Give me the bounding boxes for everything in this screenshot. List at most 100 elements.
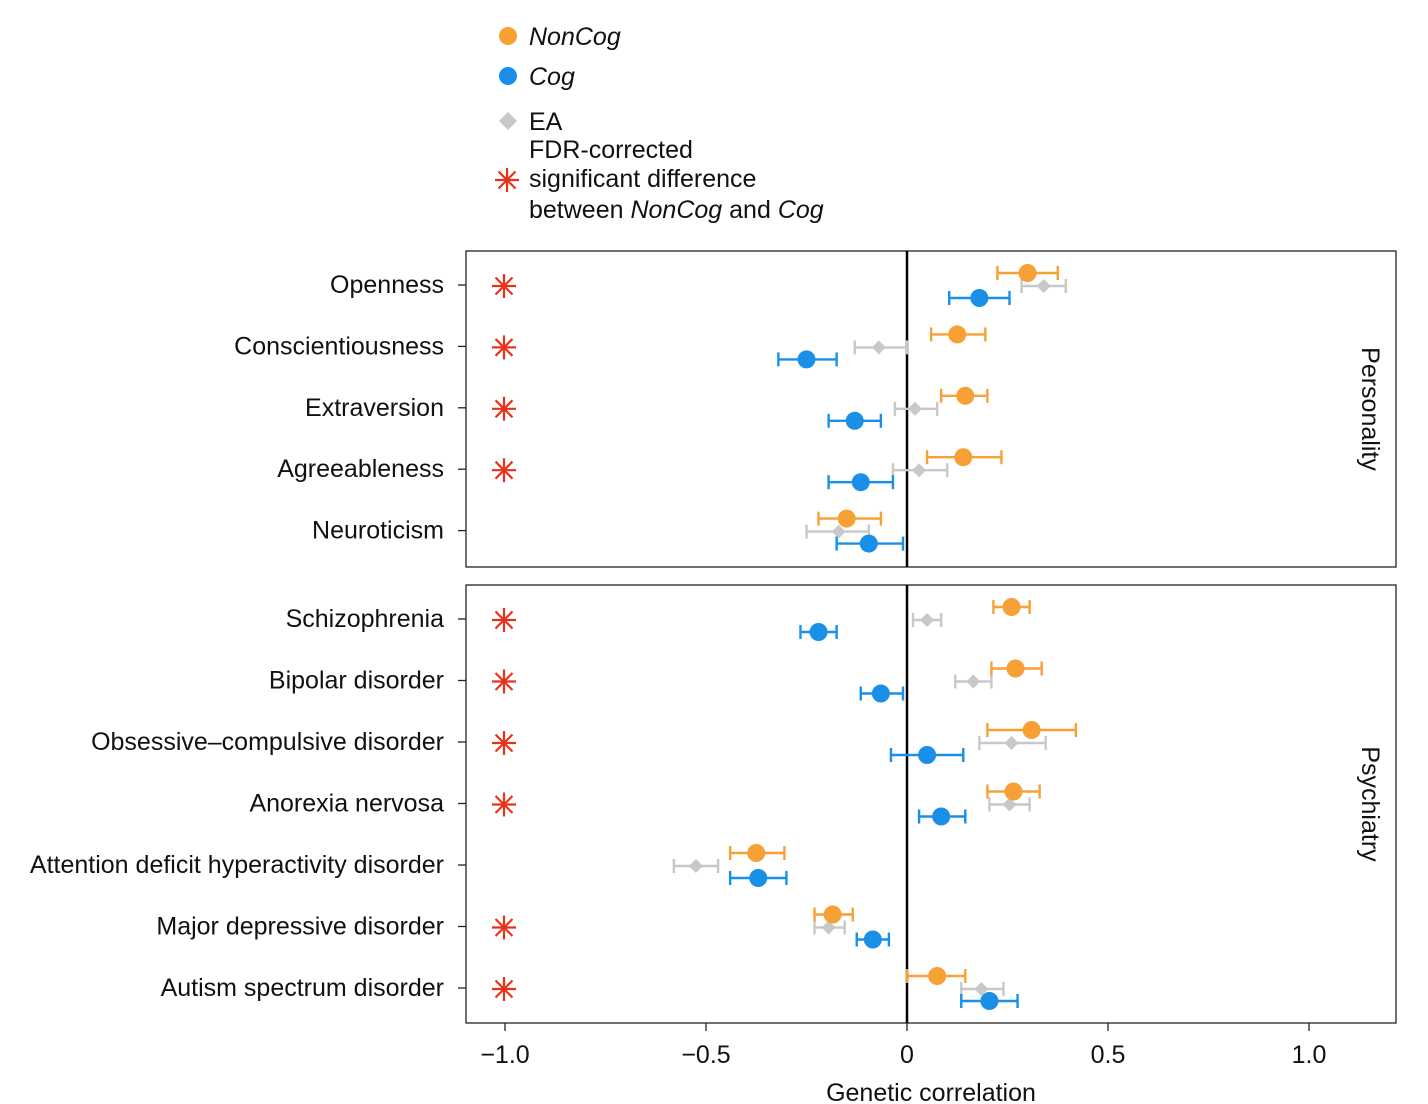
ea-estimate <box>911 613 943 627</box>
legend-significance-marker <box>495 168 519 192</box>
significance-asterisk <box>492 608 516 632</box>
legend-cog-label: Cog <box>529 63 575 91</box>
trait-row: Openness <box>330 264 1067 307</box>
panel-frame <box>465 250 1397 568</box>
significance-asterisk <box>492 792 516 817</box>
noncog-estimate <box>925 448 1003 467</box>
noncog-estimate <box>939 386 989 405</box>
significance-asterisk <box>492 458 516 483</box>
noncog-point <box>837 509 856 528</box>
x-axis: Genetic correlation −1.0 −0.5 0 0.5 1.0 <box>480 1023 1326 1104</box>
asterisk-stroke <box>494 918 514 937</box>
noncog-point <box>1006 659 1025 678</box>
panel-frame <box>465 584 1397 1024</box>
trait-label: Agreeableness <box>277 455 444 483</box>
trait-row: Attention deficit hyperactivity disorder <box>30 844 788 887</box>
ea-point <box>821 920 836 935</box>
trait-row: Major depressive disorder <box>156 905 891 949</box>
legend-cog-marker <box>499 67 517 85</box>
ea-estimate <box>805 524 871 539</box>
asterisk-stroke <box>497 170 517 190</box>
trait-label: Obsessive–compulsive disorder <box>91 728 444 756</box>
panel-title: Personality <box>1356 347 1384 471</box>
noncog-estimate <box>929 325 987 344</box>
noncog-estimate <box>986 721 1078 739</box>
noncog-estimate <box>990 659 1043 678</box>
trait-row: Agreeableness <box>277 448 1003 492</box>
cog-estimate <box>855 930 891 949</box>
cog-estimate <box>728 869 788 887</box>
asterisk-stroke <box>494 399 514 419</box>
legend-noncog-label: NonCog <box>529 23 621 51</box>
cog-point <box>809 623 828 641</box>
noncog-estimate <box>813 905 854 924</box>
x-axis-label: Genetic correlation <box>826 1079 1036 1104</box>
noncog-point <box>956 386 975 405</box>
asterisk-stroke <box>494 460 514 480</box>
cog-point <box>871 684 890 703</box>
ea-point <box>871 340 886 355</box>
cog-point <box>980 992 999 1010</box>
legend-ea-label: EA <box>529 108 563 136</box>
asterisk-stroke <box>494 672 514 691</box>
cog-point <box>970 289 989 307</box>
noncog-point <box>1022 721 1041 739</box>
ea-estimate <box>1020 279 1067 293</box>
significance-asterisk <box>492 977 516 1001</box>
trait-row: Neuroticism <box>312 509 905 553</box>
cog-estimate <box>827 411 883 430</box>
trait-row: Obsessive–compulsive disorder <box>91 721 1078 764</box>
noncog-point <box>928 967 947 985</box>
cog-estimate <box>960 992 1019 1010</box>
cog-point <box>845 411 864 430</box>
ea-point <box>1004 736 1019 750</box>
significance-asterisk <box>492 915 516 940</box>
panels: Personality Openness Conscientiousness Extr… <box>30 250 1397 1024</box>
ea-estimate <box>978 736 1047 750</box>
cog-estimate <box>777 350 838 369</box>
noncog-point <box>954 448 973 467</box>
asterisk-stroke <box>494 733 514 753</box>
cog-point <box>863 930 882 949</box>
x-tick-label: −1.0 <box>480 1041 529 1069</box>
noncog-estimate <box>905 967 967 985</box>
trait-label: Autism spectrum disorder <box>161 974 444 1002</box>
ea-point <box>920 613 935 627</box>
ea-estimate <box>853 340 909 355</box>
cog-point <box>918 746 937 764</box>
x-tick-label: 0.5 <box>1091 1041 1126 1069</box>
significance-asterisk <box>492 335 516 360</box>
cog-estimate <box>889 746 965 764</box>
trait-label: Conscientiousness <box>234 332 444 360</box>
noncog-estimate <box>986 782 1041 801</box>
trait-label: Openness <box>330 271 444 299</box>
trait-label: Bipolar disorder <box>269 667 444 695</box>
trait-label: Anorexia nervosa <box>249 790 444 818</box>
noncog-estimate <box>992 598 1031 616</box>
noncog-estimate <box>728 844 786 862</box>
legend-significance-line: FDR-corrected <box>529 136 693 164</box>
panel-psychiatry: Psychiatry Schizophrenia Bipolar disorder O… <box>30 584 1397 1024</box>
ea-estimate <box>954 674 993 689</box>
cog-point <box>749 869 768 887</box>
legend-noncog-marker <box>499 27 517 45</box>
asterisk-stroke <box>494 338 514 357</box>
ea-point <box>1002 797 1017 812</box>
significance-asterisk <box>492 669 516 694</box>
noncog-estimate <box>817 509 883 528</box>
noncog-point <box>823 905 842 924</box>
noncog-point <box>1004 782 1023 801</box>
ea-estimate <box>891 463 949 478</box>
cog-point <box>851 473 870 492</box>
cog-estimate <box>799 623 838 641</box>
ea-point <box>1036 279 1051 293</box>
ea-estimate <box>672 859 720 873</box>
x-tick-label: 1.0 <box>1292 1041 1327 1069</box>
trait-row: Conscientiousness <box>234 325 987 369</box>
ea-estimate <box>813 920 846 935</box>
cog-estimate <box>835 534 905 553</box>
trait-row: Schizophrenia <box>286 598 1031 641</box>
trait-row: Bipolar disorder <box>269 659 1043 703</box>
trait-label: Schizophrenia <box>286 605 445 633</box>
